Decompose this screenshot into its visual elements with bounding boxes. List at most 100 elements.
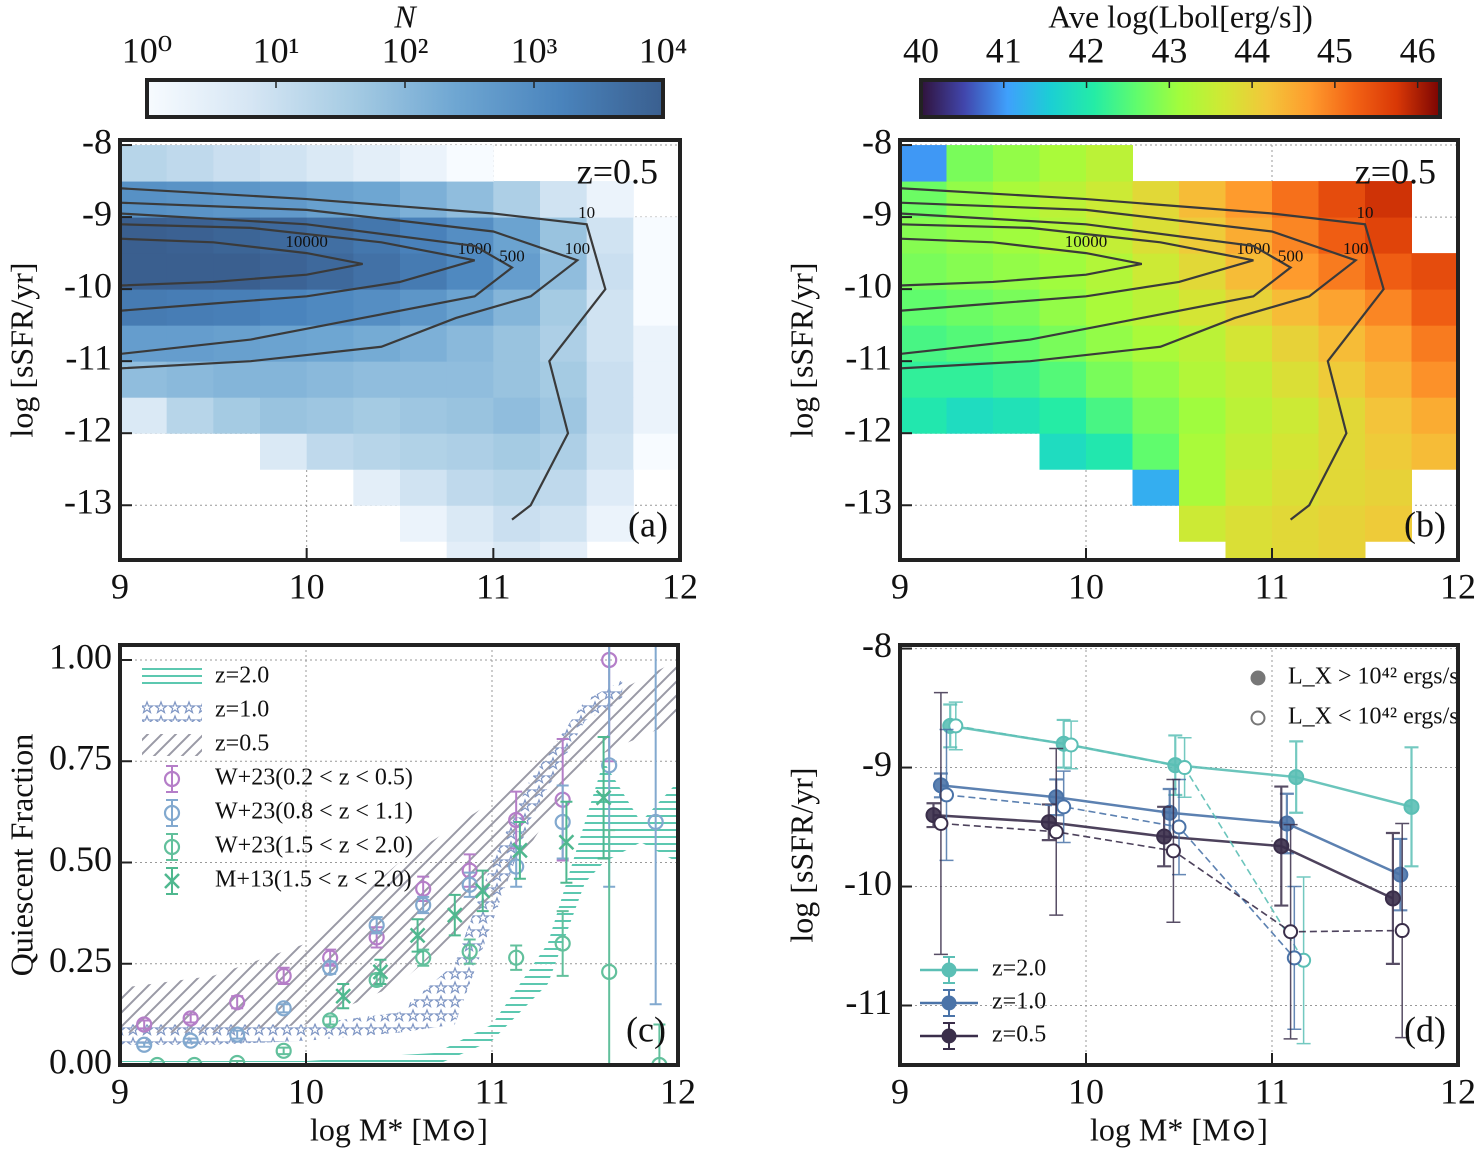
marker bbox=[939, 787, 954, 803]
heatmap-cell bbox=[946, 181, 994, 218]
marker bbox=[1056, 799, 1072, 815]
heatmap-cell bbox=[353, 253, 401, 290]
y-tick-label: -8 bbox=[862, 121, 892, 161]
heatmap-cell bbox=[400, 361, 448, 398]
legend-label: z=2.0 bbox=[992, 956, 1046, 982]
heatmap-cell bbox=[1411, 289, 1458, 326]
legend-marker bbox=[941, 995, 957, 1011]
error-bar bbox=[463, 871, 476, 898]
heatmap-cell bbox=[993, 145, 1040, 182]
heatmap-cell bbox=[446, 217, 494, 254]
x-tick-label: 9 bbox=[111, 1071, 129, 1111]
heatmap-cell bbox=[493, 433, 541, 470]
heatmap-cell bbox=[400, 505, 448, 542]
y-axis-label: log [sSFR/yr] bbox=[783, 262, 819, 437]
x-tick-label: 10 bbox=[1068, 1071, 1104, 1111]
marker bbox=[474, 882, 491, 899]
heatmap-cell bbox=[1318, 541, 1366, 560]
heatmap-cell bbox=[540, 433, 588, 470]
heatmap-cell bbox=[493, 325, 541, 362]
marker bbox=[409, 927, 426, 944]
heatmap-cell bbox=[166, 145, 214, 182]
heatmap-cell bbox=[1086, 397, 1133, 434]
heatmap-cell bbox=[993, 397, 1040, 434]
heatmap-cell bbox=[1132, 469, 1180, 506]
heatmap-cell bbox=[1225, 361, 1273, 398]
marker bbox=[1156, 828, 1173, 845]
marker bbox=[229, 1054, 246, 1065]
heatmap-cell bbox=[353, 145, 401, 182]
legend-marker bbox=[941, 962, 957, 978]
marker bbox=[335, 988, 352, 1005]
heatmap-cell bbox=[306, 325, 354, 362]
heatmap-cell bbox=[493, 541, 541, 560]
heatmap-cell bbox=[586, 433, 634, 470]
heatmap-cell bbox=[633, 325, 680, 362]
heatmap-cell bbox=[586, 361, 634, 398]
heatmap-cell bbox=[493, 505, 541, 542]
legend-label: z=0.5 bbox=[992, 1022, 1046, 1048]
heatmap-cell bbox=[1272, 505, 1319, 542]
contour bbox=[120, 187, 607, 521]
panel-label: (c) bbox=[626, 1009, 666, 1049]
heatmap-cell bbox=[586, 253, 634, 290]
error-bar bbox=[277, 1046, 290, 1056]
y-tick-label: -9 bbox=[82, 193, 112, 233]
heatmap-cell bbox=[586, 469, 634, 506]
heatmap-cell bbox=[213, 217, 261, 254]
y-tick-label: -9 bbox=[862, 193, 892, 233]
y-tick-label: 0.50 bbox=[49, 839, 112, 879]
legend-error-bar bbox=[166, 765, 178, 793]
contour bbox=[900, 237, 1143, 287]
heatmap-cell bbox=[1365, 289, 1412, 326]
heatmap-cell bbox=[1132, 361, 1180, 398]
y-tick-label: -11 bbox=[65, 337, 112, 377]
heatmap-cell bbox=[446, 145, 494, 182]
heatmap-cell bbox=[1039, 397, 1087, 434]
marker bbox=[601, 757, 618, 774]
marker bbox=[322, 1012, 339, 1029]
heatmap-cell bbox=[540, 289, 588, 326]
error-bar bbox=[556, 910, 569, 977]
x-tick-label: 11 bbox=[475, 1071, 510, 1111]
x-tick-label: 9 bbox=[891, 1071, 909, 1111]
heatmap-cell bbox=[1411, 325, 1458, 362]
heatmap-cell bbox=[260, 253, 308, 290]
heatmap-cell bbox=[1179, 505, 1226, 542]
marker bbox=[651, 1056, 668, 1065]
colorbar-tick-label: 10⁰ bbox=[122, 30, 172, 70]
heatmap-cell bbox=[1318, 181, 1366, 218]
marker bbox=[647, 813, 664, 831]
heatmap-cell bbox=[1132, 397, 1180, 434]
heatmap-cell bbox=[993, 217, 1040, 254]
heatmap-cell bbox=[946, 397, 994, 434]
contour bbox=[900, 212, 1293, 356]
marker bbox=[1384, 890, 1401, 907]
heatmap-cell bbox=[1086, 433, 1133, 470]
heatmap-cell bbox=[120, 217, 168, 254]
heatmap-cell bbox=[353, 289, 401, 326]
heatmap-cell bbox=[120, 145, 168, 182]
error-bar bbox=[231, 1029, 244, 1040]
heatmap-cell bbox=[1225, 541, 1273, 560]
legend-marker bbox=[164, 873, 180, 889]
marker bbox=[512, 842, 528, 859]
heatmap-cell bbox=[213, 145, 261, 182]
heatmap-cell bbox=[1086, 361, 1133, 398]
marker bbox=[554, 813, 571, 831]
heatmap-cell bbox=[1225, 469, 1273, 506]
marker bbox=[182, 1010, 199, 1027]
marker bbox=[1177, 760, 1193, 776]
legend-label: L_X < 10⁴² ergs/s bbox=[1288, 704, 1459, 730]
heatmap-cell bbox=[400, 181, 448, 218]
legend-label: L_X > 10⁴² ergs/s bbox=[1288, 664, 1459, 690]
x-tick-label: 10 bbox=[289, 566, 325, 606]
line bbox=[946, 794, 1295, 959]
heatmap-cell bbox=[446, 361, 494, 398]
y-tick-label: 0.00 bbox=[49, 1041, 112, 1081]
marker bbox=[1392, 866, 1409, 883]
y-tick-label: -8 bbox=[862, 625, 892, 665]
panel-label: (d) bbox=[1404, 1009, 1446, 1049]
heatmap-cell bbox=[1039, 289, 1087, 326]
